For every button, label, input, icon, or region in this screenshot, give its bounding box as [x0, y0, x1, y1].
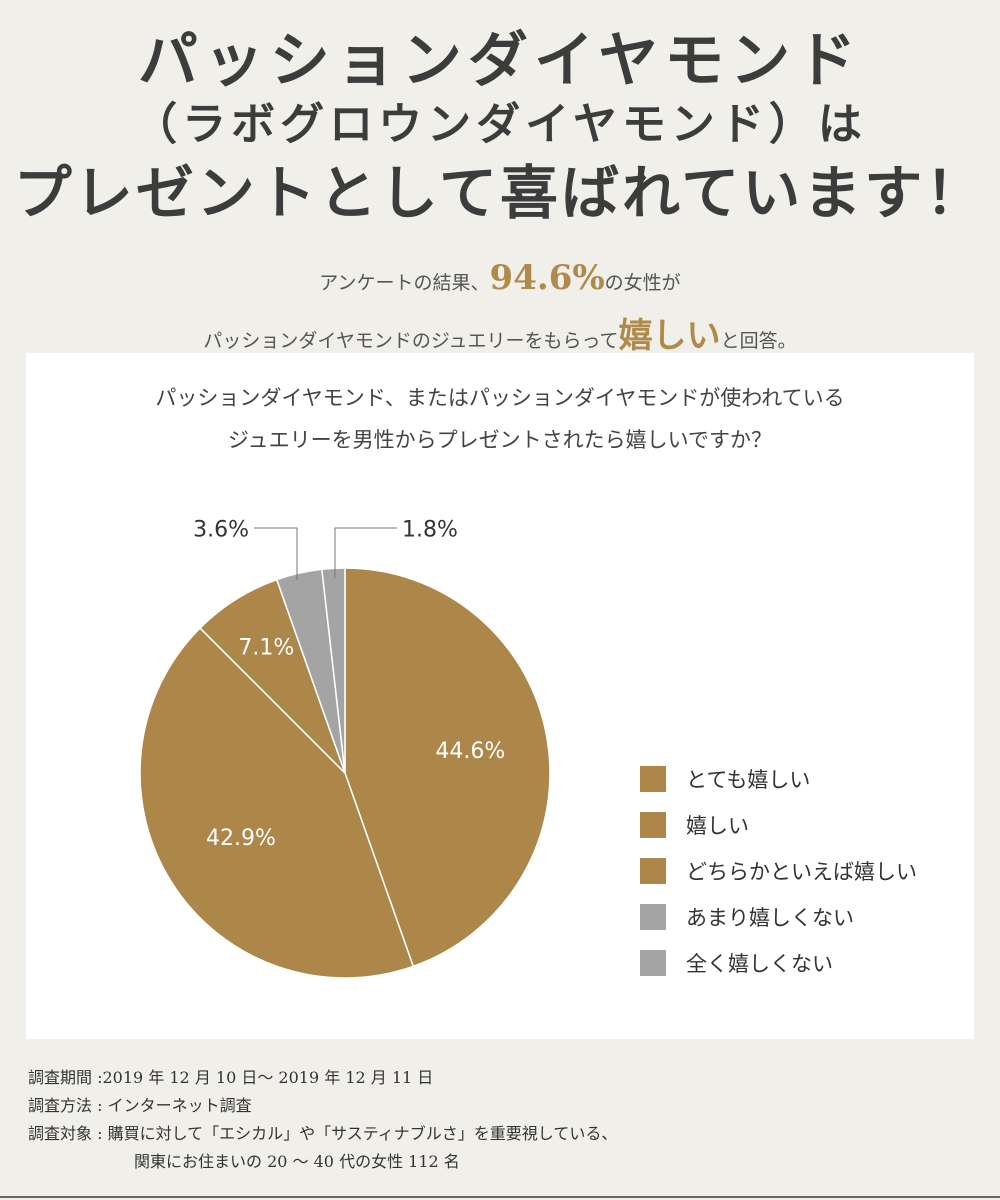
- legend-swatch: [640, 858, 666, 884]
- pie-slice-2: [139, 626, 415, 979]
- chart-legend: とても嬉しい 嬉しいどちらかといえば嬉しい あまり嬉しくない 全く嬉しくない: [640, 756, 917, 986]
- legend-item-5: 全く嬉しくない: [640, 940, 917, 986]
- slice-label-5: 1.8%: [402, 518, 458, 543]
- lead-line-2: パッションダイヤモンドのジュエリーをもらって嬉しいと回答。: [0, 308, 1000, 357]
- legend-label: とても嬉しい: [686, 768, 811, 792]
- lead-line-2-prefix: パッションダイヤモンドのジュエリーをもらって: [203, 330, 619, 352]
- bottom-divider: [0, 1196, 1000, 1198]
- legend-item-3: どちらかといえば嬉しい: [640, 848, 917, 894]
- headline-line-1: パッションダイヤモンド: [137, 26, 863, 96]
- legend-label: 嬉しい: [686, 814, 749, 838]
- lead-highlight: 嬉しい: [618, 316, 721, 356]
- legend-item-1: とても嬉しい: [640, 756, 917, 802]
- slice-label-2: 42.9%: [206, 826, 276, 851]
- callout-line-4: [254, 527, 298, 580]
- lead-line-2-suffix: と回答。: [720, 330, 797, 352]
- slice-label-3: 7.1%: [238, 636, 294, 661]
- callout-line-5: [334, 527, 397, 578]
- lead-line-1: アンケートの結果、94.6%の女性が: [0, 258, 1000, 298]
- survey-question-line-2: ジュエリーを男性からプレゼントされたら嬉しいですか？: [228, 428, 772, 452]
- survey-target: 調査対象 : 購買に対して「エシカル」や「サスティナブルさ」を重要視している、: [28, 1124, 618, 1143]
- slice-label-4: 3.6%: [193, 518, 249, 543]
- pie-slice-1: [344, 567, 551, 968]
- survey-method: 調査方法 : インターネット調査: [28, 1096, 252, 1115]
- headline: パッションダイヤモンド （ラボグロウンダイヤモンド）は プレゼントとして喜ばれて…: [0, 28, 1000, 230]
- legend-item-2: 嬉しい: [640, 802, 917, 848]
- legend-item-4: あまり嬉しくない: [640, 894, 917, 940]
- slice-label-1: 44.6%: [435, 739, 505, 764]
- survey-target-continued: 関東にお住まいの 20 ～ 40 代の女性 112 名: [134, 1152, 460, 1171]
- legend-swatch: [640, 812, 666, 838]
- lead-line-1-suffix: の女性が: [604, 272, 681, 294]
- survey-question-line-1: パッションダイヤモンド、またはパッションダイヤモンドが使われている: [155, 386, 845, 410]
- lead-percentage: 94.6%: [489, 258, 605, 298]
- pie-slice-5: [321, 567, 346, 774]
- legend-swatch: [640, 904, 666, 930]
- legend-swatch: [640, 950, 666, 976]
- legend-label: あまり嬉しくない: [686, 906, 854, 930]
- survey-period: 調査期間 :2019 年 12 月 10 日～ 2019 年 12 月 11 日: [28, 1068, 434, 1087]
- headline-line-2: （ラボグロウンダイヤモンド）は: [133, 99, 867, 150]
- headline-line-3: プレゼントとして喜ばれています！: [13, 159, 987, 227]
- survey-footer: 調査期間 :2019 年 12 月 10 日～ 2019 年 12 月 11 日…: [28, 1064, 617, 1176]
- lead-line-1-prefix: アンケートの結果、: [319, 272, 490, 294]
- legend-label: 全く嬉しくない: [686, 952, 833, 976]
- legend-label: どちらかといえば嬉しい: [686, 860, 917, 884]
- legend-swatch: [640, 766, 666, 792]
